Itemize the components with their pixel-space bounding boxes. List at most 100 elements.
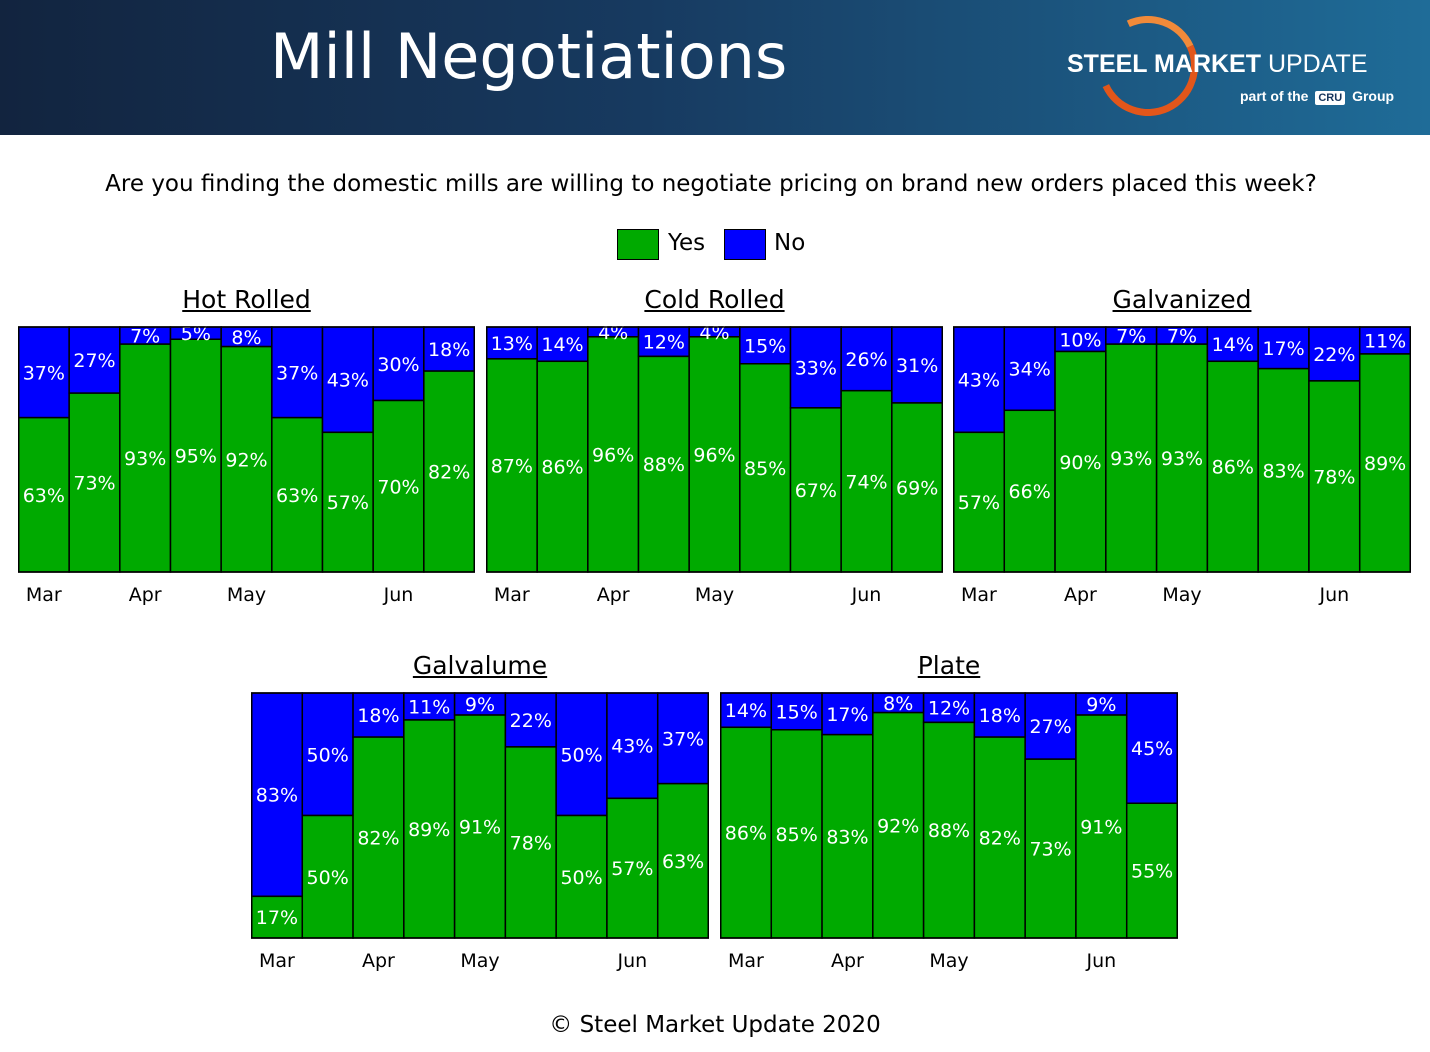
label-no-1: 27% <box>73 350 115 372</box>
label-no-8: 37% <box>662 728 704 750</box>
label-no-2: 18% <box>357 705 399 727</box>
label-no-6: 33% <box>795 357 837 379</box>
chart-svg: 43% 57% 34% 66% 10% 90% 7% 93% 7% 93% 14% 86% 17% 83%… <box>953 326 1411 606</box>
label-no-0: 37% <box>23 362 65 384</box>
label-no-2: 4% <box>598 322 628 344</box>
label-yes-1: 66% <box>1009 481 1051 503</box>
header-banner: Mill Negotiations STEEL MARKET UPDATE pa… <box>0 0 1430 135</box>
label-no-4: 4% <box>699 322 729 344</box>
bar-yes-0 <box>486 358 538 573</box>
bar-yes-2 <box>1054 350 1107 573</box>
label-yes-0: 87% <box>491 455 533 477</box>
bar-no-8 <box>656 692 709 785</box>
label-no-7: 26% <box>845 349 887 371</box>
label-no-8: 11% <box>1364 330 1406 352</box>
bar-yes-4 <box>922 721 976 939</box>
label-no-3: 5% <box>181 323 211 345</box>
bar-yes-5 <box>973 736 1026 939</box>
bar-yes-4 <box>688 336 741 573</box>
x-tick-mar: Mar <box>961 584 997 606</box>
label-no-5: 37% <box>276 362 318 384</box>
label-yes-5: 82% <box>979 828 1021 850</box>
label-yes-7: 57% <box>611 858 653 880</box>
label-yes-1: 50% <box>307 867 349 889</box>
bar-yes-1 <box>68 392 121 573</box>
label-no-5: 18% <box>979 705 1021 727</box>
bar-no-8 <box>1125 692 1178 804</box>
bar-no-5 <box>1206 326 1259 363</box>
label-yes-3: 95% <box>175 446 217 468</box>
bar-no-2 <box>352 692 405 738</box>
label-no-5: 14% <box>1212 334 1254 356</box>
label-no-2: 7% <box>130 326 160 348</box>
x-tick-mar: Mar <box>728 950 764 972</box>
bar-yes-2 <box>352 736 405 939</box>
x-tick-may: May <box>929 950 968 972</box>
label-yes-5: 63% <box>276 485 318 507</box>
chart-galvanized: Galvanized 43% 57% 34% 66% 10% 90% 7% 93% 7% 93% 1… <box>953 285 1411 610</box>
plot-frame <box>18 326 475 573</box>
plot-frame <box>251 692 709 939</box>
bar-yes-1 <box>301 814 354 939</box>
label-no-7: 30% <box>377 354 419 376</box>
x-tick-apr: Apr <box>597 584 630 606</box>
logo-brand: STEEL MARKET UPDATE <box>1067 50 1368 79</box>
label-no-8: 45% <box>1131 738 1173 760</box>
x-tick-mar: Mar <box>494 584 530 606</box>
label-no-8: 18% <box>428 339 470 361</box>
label-no-7: 22% <box>1313 344 1355 366</box>
label-yes-7: 91% <box>1080 817 1122 839</box>
label-no-8: 31% <box>896 355 938 377</box>
plot-frame <box>720 692 1178 939</box>
bar-yes-3 <box>1105 343 1158 573</box>
x-tick-jun: Jun <box>1318 584 1349 606</box>
label-no-3: 11% <box>408 696 450 718</box>
label-yes-6: 83% <box>1262 460 1304 482</box>
label-no-0: 83% <box>256 785 298 807</box>
x-tick-jun: Jun <box>1085 950 1116 972</box>
label-yes-4: 92% <box>225 449 267 471</box>
label-yes-4: 91% <box>459 817 501 839</box>
x-tick-may: May <box>460 950 499 972</box>
chart-svg: 83% 17% 50% 50% 18% 82% 11% 89% 9% 91% 22% 78% 50% 50… <box>251 692 709 972</box>
logo-brand-light: UPDATE <box>1267 50 1368 78</box>
label-yes-1: 85% <box>776 824 818 846</box>
bar-no-5 <box>504 692 557 748</box>
label-no-6: 50% <box>560 744 602 766</box>
bar-no-1 <box>770 692 823 731</box>
legend-swatch-yes <box>617 229 659 260</box>
bar-no-8 <box>1358 326 1411 355</box>
chart-cold-rolled: Cold Rolled 13% 87% 14% 86% 4% 96% 12% 88% 4% 96%… <box>486 285 943 610</box>
label-no-4: 8% <box>231 327 261 349</box>
copyright-footer: © Steel Market Update 2020 <box>549 1012 881 1038</box>
bar-yes-2 <box>587 336 640 573</box>
label-yes-2: 90% <box>1059 452 1101 474</box>
x-tick-may: May <box>695 584 734 606</box>
bar-no-7 <box>606 692 659 800</box>
bar-no-5 <box>271 326 324 419</box>
x-tick-apr: Apr <box>129 584 162 606</box>
bar-no-7 <box>1308 326 1361 382</box>
bar-yes-3 <box>637 355 690 573</box>
bar-yes-4 <box>1155 343 1209 573</box>
chart-title: Cold Rolled <box>644 285 785 314</box>
x-tick-apr: Apr <box>831 950 864 972</box>
label-no-0: 43% <box>958 370 1000 392</box>
label-no-1: 34% <box>1009 359 1051 381</box>
label-no-4: 9% <box>465 694 495 716</box>
label-no-4: 12% <box>928 698 970 720</box>
label-no-7: 43% <box>611 736 653 758</box>
logo-subtitle: part of the CRU Group <box>1240 88 1394 105</box>
label-yes-7: 74% <box>845 471 887 493</box>
bar-yes-6 <box>789 407 842 573</box>
bar-yes-8 <box>656 782 709 939</box>
label-yes-8: 55% <box>1131 861 1173 883</box>
label-no-2: 17% <box>826 704 868 726</box>
bar-yes-5 <box>271 416 324 573</box>
label-yes-6: 67% <box>795 480 837 502</box>
label-yes-6: 73% <box>1029 839 1071 861</box>
bar-yes-8 <box>891 402 943 573</box>
label-no-1: 14% <box>541 334 583 356</box>
label-no-1: 50% <box>307 744 349 766</box>
label-yes-0: 63% <box>23 485 65 507</box>
